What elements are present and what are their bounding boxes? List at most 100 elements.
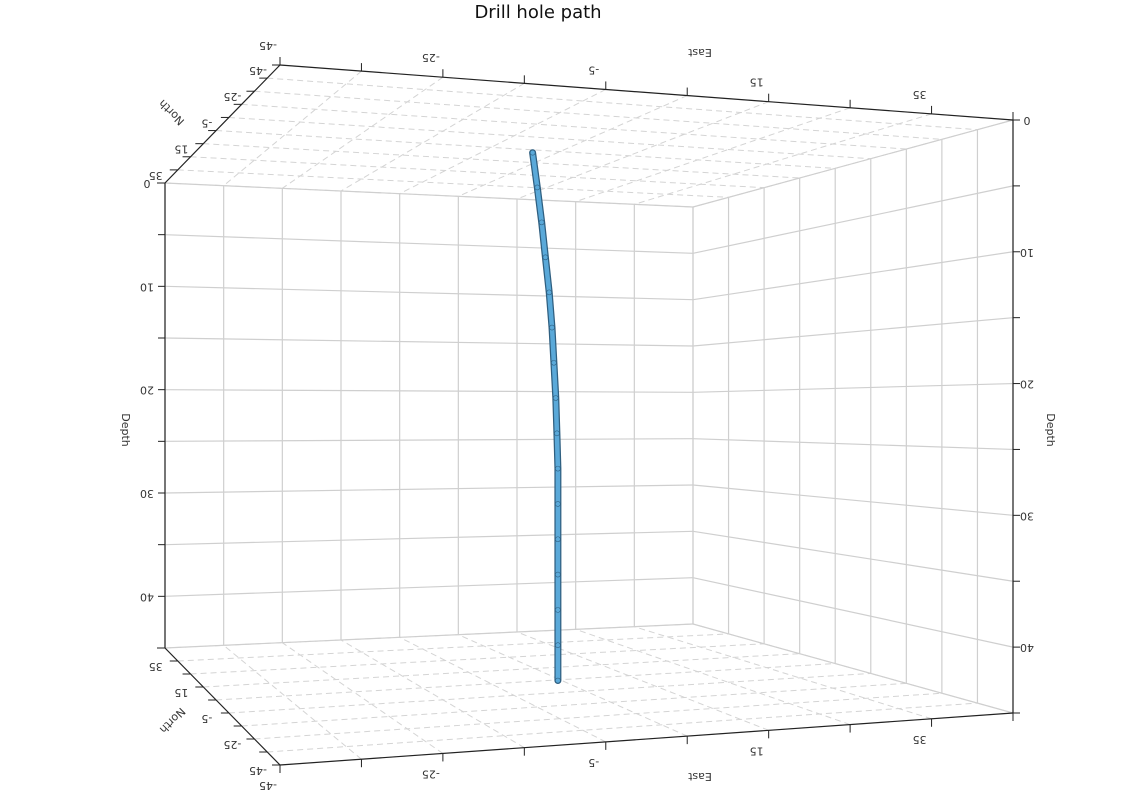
hole-point: [555, 501, 561, 507]
hole-point: [538, 219, 545, 226]
grid-line: [399, 636, 607, 743]
y-tick-label: -5: [201, 712, 212, 725]
x-tick-label: 15: [750, 744, 764, 757]
grid-line: [254, 90, 942, 140]
grid-line: [634, 626, 932, 720]
y-tick-label: 15: [174, 143, 188, 156]
grid-line: [164, 484, 694, 494]
z-tick-label: 0: [144, 177, 151, 190]
axis-line: [279, 64, 1014, 121]
grid-line: [164, 234, 694, 254]
y-tick-label: -45: [249, 764, 267, 777]
x-tick-label: -45: [259, 39, 277, 52]
x-tick-label: 15: [750, 76, 764, 89]
grid-line: [267, 702, 978, 753]
grid-line: [164, 182, 694, 208]
grid-line: [254, 692, 942, 740]
hole-path: [530, 150, 561, 683]
x-axis-title: East: [687, 770, 711, 783]
chart-title: Drill hole path: [474, 2, 601, 23]
grid-line: [164, 577, 694, 597]
hole-point: [554, 430, 560, 437]
hole-point: [555, 465, 561, 472]
grid-line: [228, 672, 871, 714]
z-tick-label: 0: [1024, 114, 1031, 127]
z-tick-label: 40: [1020, 641, 1034, 654]
grid-line: [692, 382, 1014, 393]
grid-line: [190, 643, 765, 675]
z-tick-label: 40: [140, 590, 154, 603]
y-tick-label: 35: [149, 660, 163, 673]
x-tick-label: -45: [259, 779, 277, 792]
grid-line: [692, 577, 1014, 648]
grid-line: [692, 484, 1014, 516]
grid-line: [692, 185, 1014, 254]
hole-point: [542, 254, 549, 261]
hole-point: [555, 607, 561, 613]
grid-line: [340, 82, 525, 192]
grid-line: [216, 130, 836, 169]
grid-line: [692, 251, 1014, 301]
x-tick-label: 35: [913, 733, 927, 746]
grid-line: [177, 169, 729, 198]
z-tick-label: 30: [140, 487, 154, 500]
x-tick-label: -25: [422, 767, 440, 780]
grid-line: [575, 107, 851, 203]
grid-line: [164, 530, 694, 546]
grid-line: [267, 77, 978, 131]
grid-line: [340, 639, 525, 749]
hole-point: [529, 149, 536, 156]
grid-line: [399, 88, 607, 195]
grid-line: [190, 156, 765, 189]
y-tick-label: -45: [249, 64, 267, 77]
grid-line: [516, 101, 769, 200]
z-tick-label: 10: [140, 280, 154, 293]
z-axis-title: Depth: [119, 413, 132, 447]
grid-line: [164, 285, 694, 301]
hole-point: [546, 289, 552, 296]
z-tick-label: 20: [1020, 378, 1034, 391]
hole-point: [555, 677, 561, 684]
y-tick-label: -25: [223, 90, 241, 103]
grid-line: [692, 623, 1014, 714]
hole-point: [555, 571, 561, 578]
hole-point: [555, 642, 561, 649]
grid-line: [282, 76, 444, 189]
x-tick-label: -25: [422, 51, 440, 64]
grid-line: [216, 663, 836, 701]
grid-line: [692, 438, 1014, 451]
y-tick-label: -5: [201, 116, 212, 129]
grid-line: [177, 633, 729, 662]
grid-line: [228, 116, 871, 160]
x-tick-label: 35: [913, 88, 927, 101]
y-tick-label: 15: [174, 686, 188, 699]
x-tick-label: -5: [588, 756, 599, 769]
z-tick-label: 10: [1020, 246, 1034, 259]
grid-line: [164, 389, 694, 393]
x-axis-title: East: [687, 46, 711, 59]
grid-line: [458, 634, 688, 737]
z-tick-label: 30: [1020, 509, 1034, 522]
hole-point: [555, 536, 561, 543]
y-tick-label: 35: [149, 169, 163, 182]
grid-line: [241, 103, 907, 150]
grid-line: [692, 530, 1014, 582]
grid-line: [282, 642, 444, 754]
grid-line: [164, 337, 694, 347]
grid-line: [692, 119, 1014, 208]
grid-line: [164, 438, 694, 442]
grid-line: [692, 317, 1014, 347]
grid-line: [458, 95, 688, 197]
grid-line: [164, 623, 694, 649]
axis-line: [279, 712, 1014, 766]
grid-line: [634, 113, 932, 205]
grid-line: [575, 628, 851, 726]
axis-line: [164, 64, 281, 184]
y-tick-label: -25: [223, 738, 241, 751]
hole-point: [551, 359, 557, 366]
z-tick-label: 20: [140, 384, 154, 397]
z-axis-title: Depth: [1044, 413, 1057, 447]
x-tick-label: -5: [588, 63, 599, 76]
